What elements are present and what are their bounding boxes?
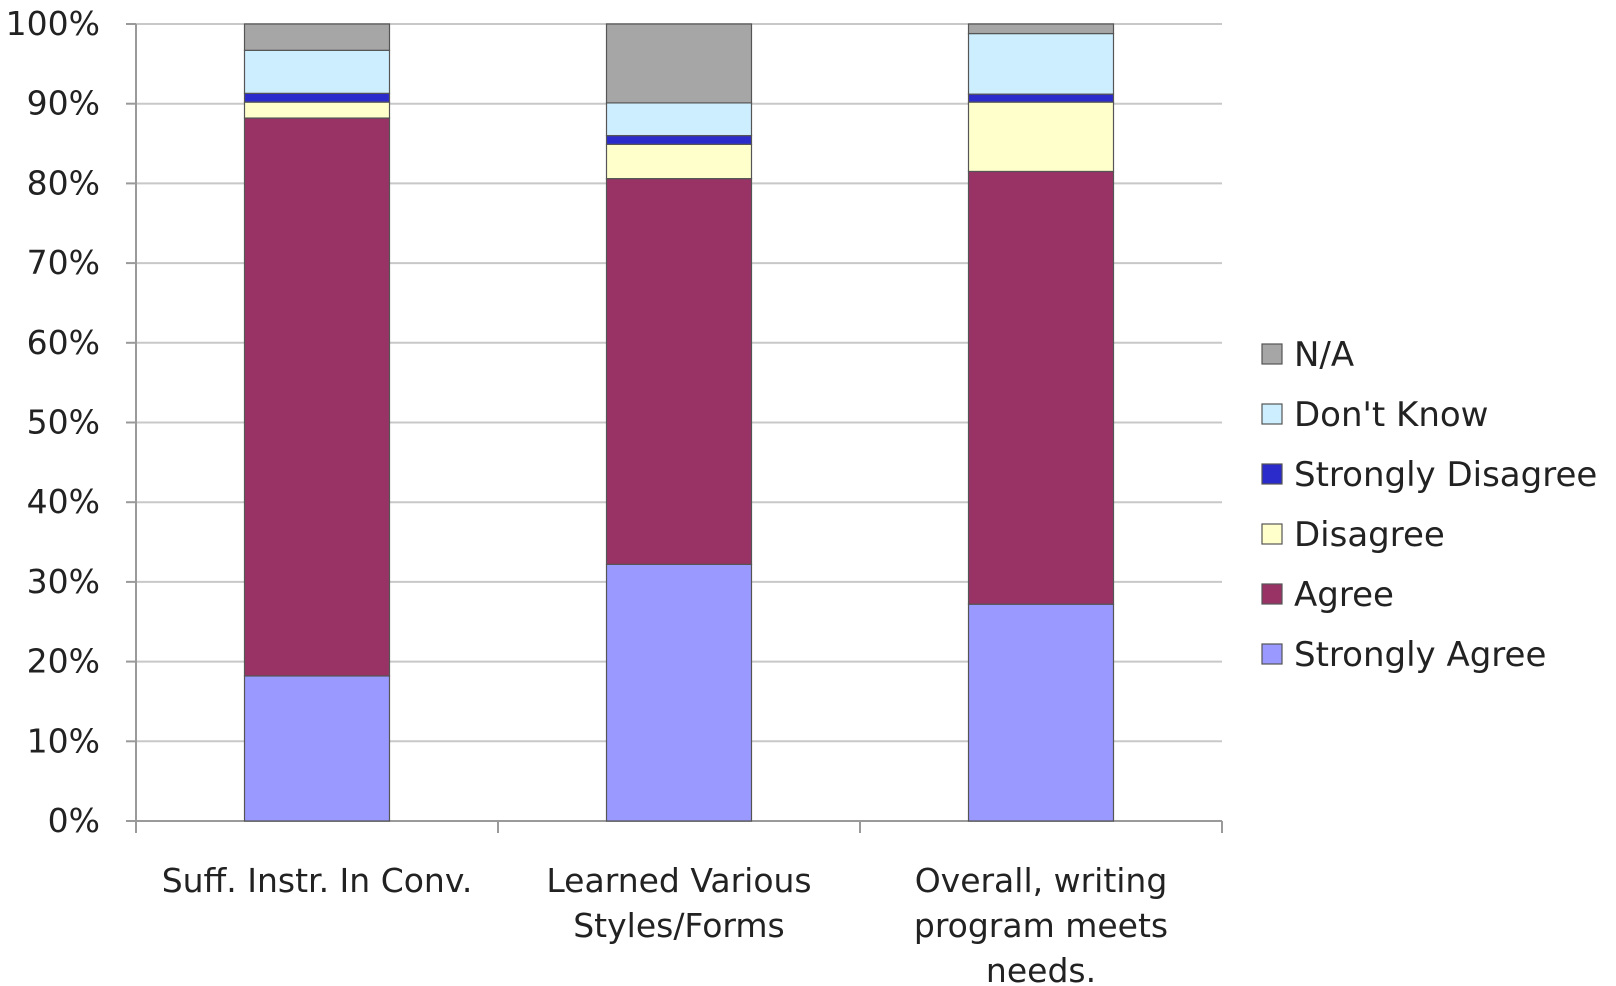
legend-swatch bbox=[1261, 403, 1283, 425]
y-tick-label: 70% bbox=[27, 243, 100, 282]
y-tick-label: 0% bbox=[48, 801, 100, 840]
x-category-label: Learned Various Styles/Forms bbox=[546, 861, 811, 945]
bar-segment-strongly-agree bbox=[605, 563, 753, 822]
legend-swatch bbox=[1261, 643, 1283, 665]
legend-swatch bbox=[1261, 343, 1283, 365]
y-tick-label: 60% bbox=[27, 323, 100, 362]
bar-segment-strongly-disagree bbox=[967, 93, 1115, 103]
bar-segment-don-t-know bbox=[967, 32, 1115, 95]
legend-swatch bbox=[1261, 463, 1283, 485]
bar-segment-n-a bbox=[605, 23, 753, 104]
x-category-label: Overall, writing program meets needs. bbox=[914, 861, 1168, 986]
legend-swatch bbox=[1261, 523, 1283, 545]
y-tick-label: 90% bbox=[27, 84, 100, 123]
legend-swatch bbox=[1261, 583, 1283, 605]
legend-label: Disagree bbox=[1294, 515, 1445, 555]
legend-label: Strongly Disagree bbox=[1294, 455, 1597, 495]
bar-segment-agree bbox=[605, 178, 753, 565]
y-tick-label: 20% bbox=[27, 642, 100, 681]
legend-label: N/A bbox=[1294, 335, 1354, 375]
y-tick-label: 10% bbox=[27, 721, 100, 760]
legend-label: Strongly Agree bbox=[1294, 635, 1546, 675]
y-tick-label: 80% bbox=[27, 163, 100, 202]
y-tick-label: 30% bbox=[27, 562, 100, 601]
bar-segment-strongly-disagree bbox=[605, 134, 753, 145]
bar-segment-n-a bbox=[243, 23, 391, 51]
legend-label: Agree bbox=[1294, 575, 1394, 615]
bar-segment-strongly-agree bbox=[243, 675, 391, 822]
bar-segment-strongly-disagree bbox=[243, 92, 391, 103]
bar-segment-agree bbox=[967, 170, 1115, 605]
bar-segment-n-a bbox=[967, 23, 1115, 35]
y-tick-label: 100% bbox=[6, 4, 100, 43]
y-tick-label: 50% bbox=[27, 403, 100, 442]
bar-segment-agree bbox=[243, 117, 391, 677]
bar-segment-don-t-know bbox=[243, 49, 391, 94]
bar-segment-disagree bbox=[967, 101, 1115, 173]
bar-segment-disagree bbox=[605, 143, 753, 180]
bar-segment-strongly-agree bbox=[967, 603, 1115, 822]
bar-segment-don-t-know bbox=[605, 102, 753, 137]
y-tick-label: 40% bbox=[27, 482, 100, 521]
x-category-label: Suff. Instr. In Conv. bbox=[162, 861, 473, 900]
bars bbox=[243, 23, 1115, 822]
legend-label: Don't Know bbox=[1294, 395, 1488, 435]
bar-segment-disagree bbox=[243, 101, 391, 119]
axis-labels: 0% 10% 20% 30% 40% 50% 60% 70% 80% 90% 100% Suff. I… bbox=[6, 4, 1168, 986]
legend: N/A Don't Know Strongly Disagree Disagree Ag… bbox=[1261, 335, 1597, 675]
